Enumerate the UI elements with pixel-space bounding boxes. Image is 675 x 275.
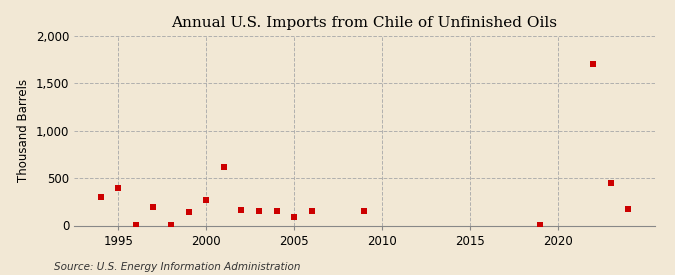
Point <box>254 209 265 213</box>
Point <box>359 209 370 213</box>
Point <box>130 222 141 227</box>
Point <box>535 222 546 227</box>
Title: Annual U.S. Imports from Chile of Unfinished Oils: Annual U.S. Imports from Chile of Unfini… <box>171 16 558 31</box>
Point <box>306 209 317 213</box>
Point <box>165 222 176 227</box>
Point <box>623 207 634 211</box>
Point <box>605 181 616 185</box>
Point <box>289 215 300 219</box>
Point <box>148 205 159 210</box>
Point <box>183 210 194 214</box>
Point <box>200 198 211 203</box>
Point <box>588 62 599 66</box>
Point <box>95 194 106 199</box>
Text: Source: U.S. Energy Information Administration: Source: U.S. Energy Information Administ… <box>54 262 300 272</box>
Point <box>271 209 282 213</box>
Point <box>236 208 247 213</box>
Y-axis label: Thousand Barrels: Thousand Barrels <box>18 79 30 182</box>
Point <box>113 186 124 191</box>
Point <box>219 164 230 169</box>
